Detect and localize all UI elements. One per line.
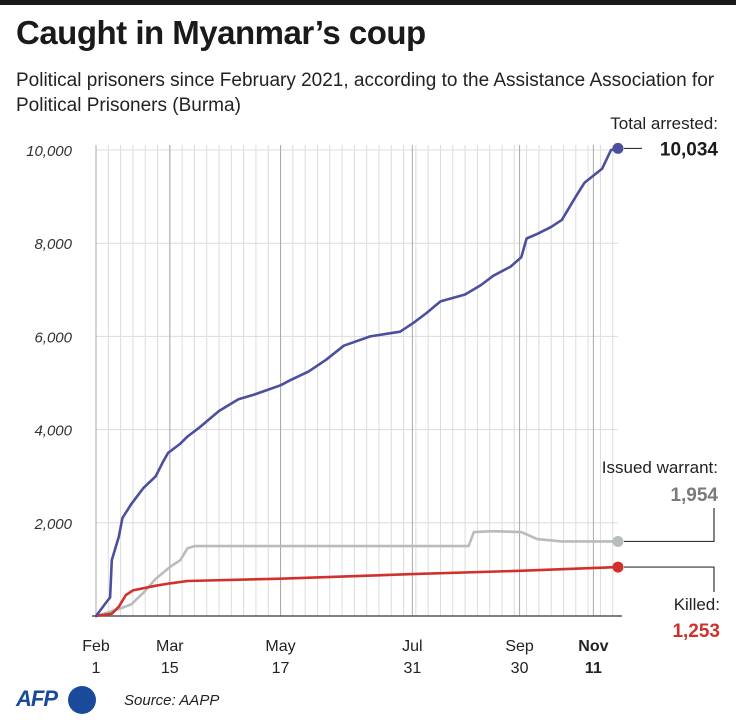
x-tick-month: Mar xyxy=(156,638,184,655)
x-tick-month: Feb xyxy=(82,638,110,655)
end-marker-warrant xyxy=(612,535,624,547)
afp-logo-dot-icon xyxy=(68,686,96,714)
y-tick-label: 10,000 xyxy=(26,143,73,160)
top-rule xyxy=(0,0,736,5)
label-killed: Killed: xyxy=(674,595,720,614)
x-tick-day: 17 xyxy=(272,660,290,677)
x-tick-day: 1 xyxy=(92,660,101,677)
label-arrested: Total arrested: xyxy=(610,114,718,133)
source-note: Source: AAPP xyxy=(124,692,220,709)
line-chart: 10,000 8,000 6,000 4,000 2,000 Feb 1 Mar 15 May 17… xyxy=(26,114,720,677)
x-tick-day: 31 xyxy=(403,660,421,677)
y-tick-label: 4,000 xyxy=(34,423,72,440)
y-tick-label: 8,000 xyxy=(34,236,72,253)
value-arrested: 10,034 xyxy=(660,139,719,160)
value-warrant: 1,954 xyxy=(670,485,718,506)
x-tick-month: Nov xyxy=(578,638,608,655)
y-tick-label: 6,000 xyxy=(34,329,72,346)
footer: AFP Source: AAPP xyxy=(16,684,716,716)
series-line-warrant xyxy=(94,529,620,618)
x-tick-day: 11 xyxy=(585,660,602,677)
end-marker-killed xyxy=(612,561,624,573)
x-tick-month: Jul xyxy=(402,638,422,655)
end-marker-arrested xyxy=(612,142,624,154)
series-line-arrested xyxy=(94,147,620,618)
value-killed: 1,253 xyxy=(672,621,720,642)
x-tick-day: 15 xyxy=(161,660,179,677)
x-tick-day: 30 xyxy=(511,660,529,677)
chart-subtitle: Political prisoners since February 2021,… xyxy=(16,70,715,116)
afp-logo: AFP xyxy=(16,686,106,714)
chart-title: Caught in Myanmar’s coup xyxy=(16,14,426,51)
afp-logo-text: AFP xyxy=(16,686,58,711)
x-tick-month: May xyxy=(265,638,295,655)
callout-line-killed xyxy=(624,566,715,592)
x-tick-month: Sep xyxy=(505,638,534,655)
label-warrant: Issued warrant: xyxy=(602,458,718,477)
y-tick-label: 2,000 xyxy=(33,516,72,533)
callout-line-warrant xyxy=(624,508,715,543)
series-line-killed xyxy=(94,565,620,618)
